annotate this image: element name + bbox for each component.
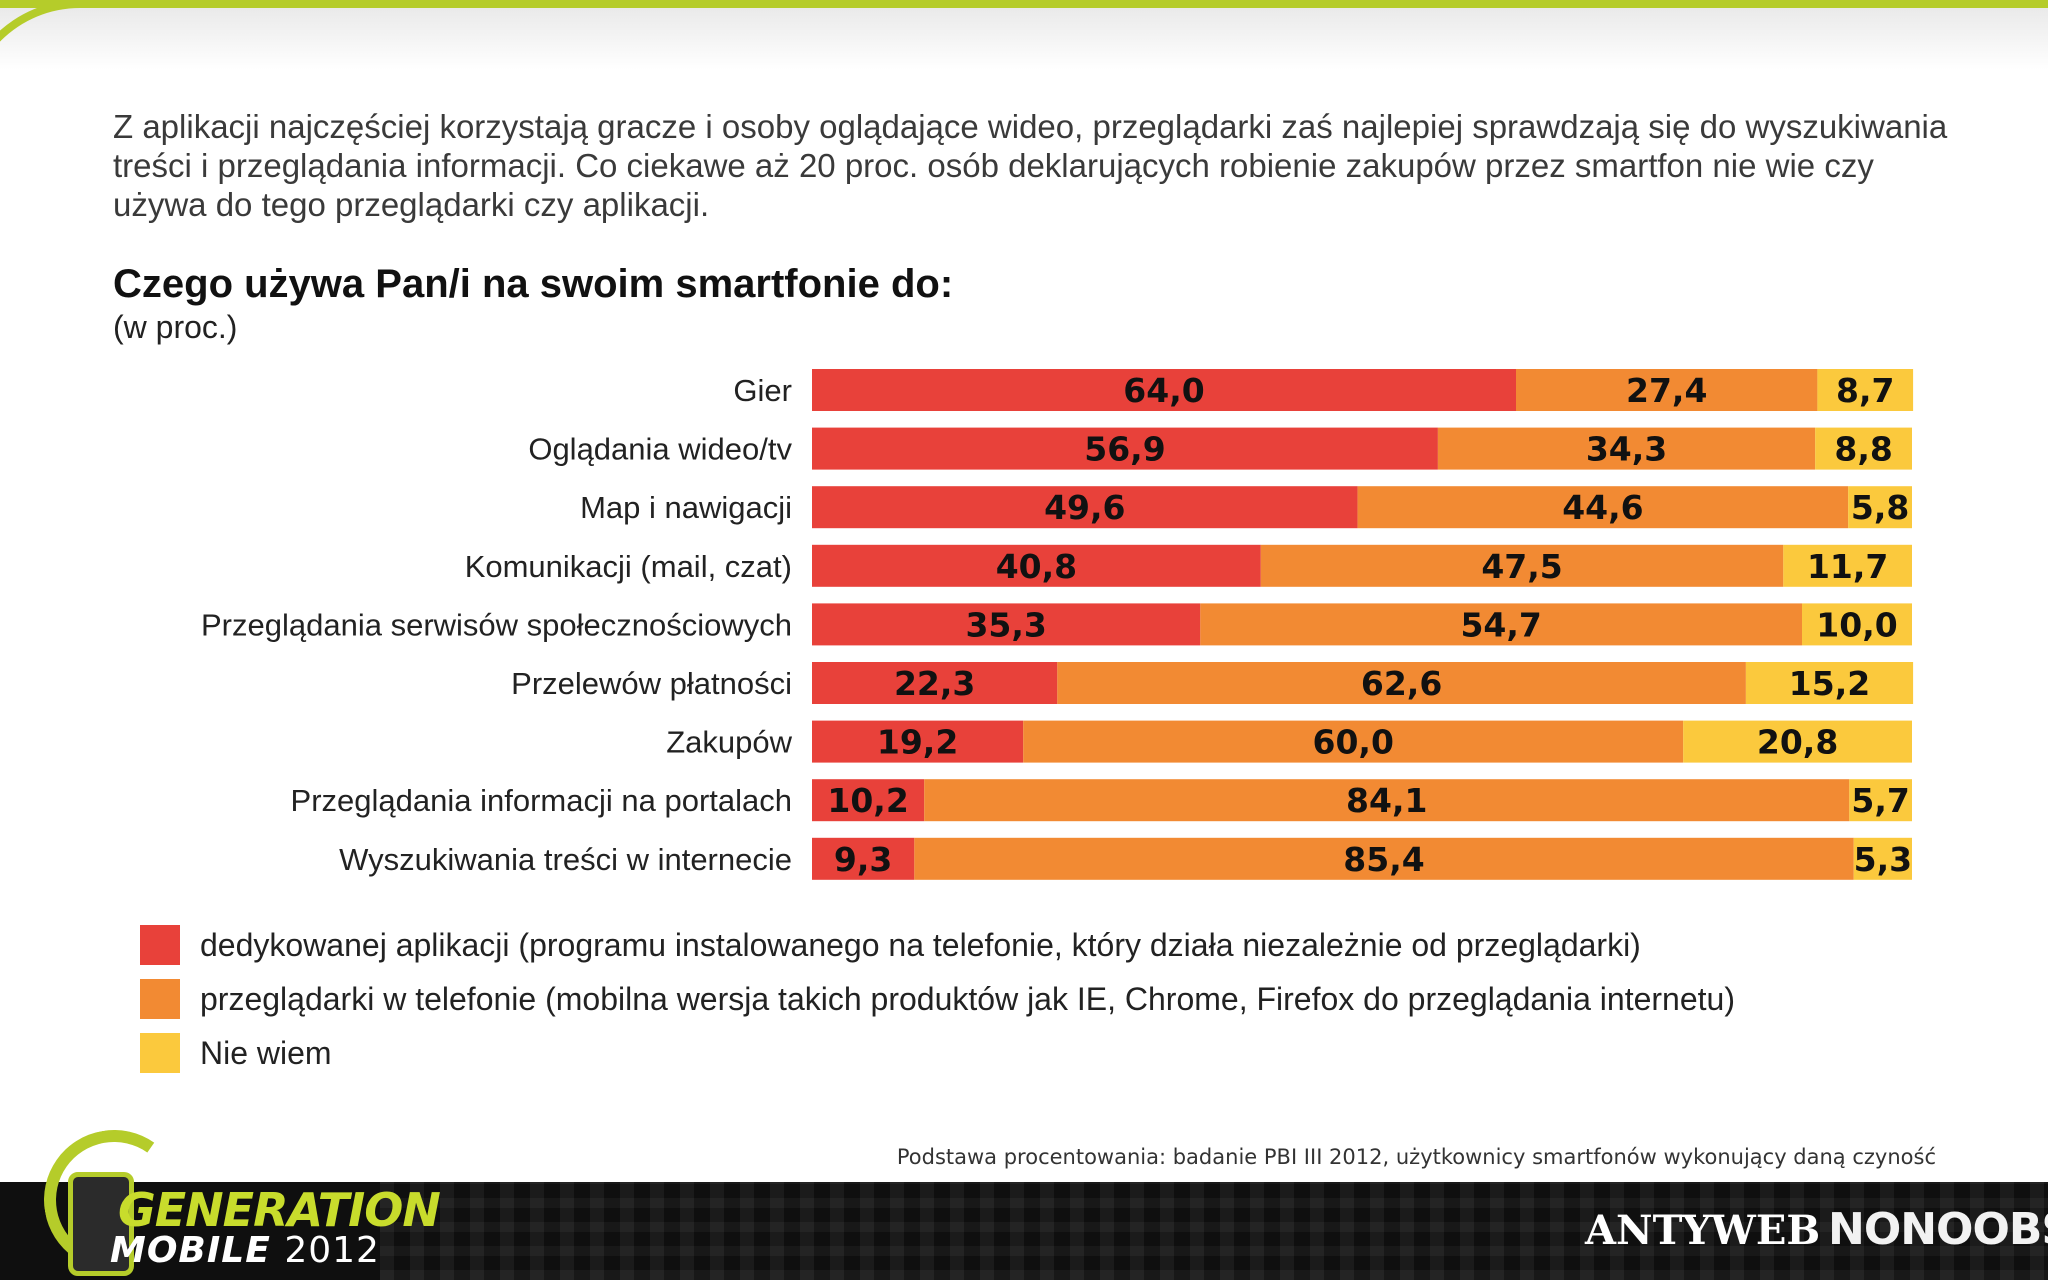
bar-segment [1057,662,1746,704]
value-label: 19,2 [877,723,958,762]
value-label: 40,8 [996,547,1077,586]
bar-segment [1683,720,1912,763]
value-label: 22,3 [894,664,975,703]
value-label: 5,8 [1851,488,1909,527]
footer-band [0,1182,2048,1280]
legend-item-dont-know: Nie wiem [140,1026,1735,1080]
category-label: Oglądania wideo/tv [528,432,792,467]
category-label: Wyszukiwania treści w internecie [339,842,792,877]
value-label: 8,8 [1834,430,1892,469]
value-label: 47,5 [1481,547,1562,586]
category-label: Zakupów [666,725,792,760]
legend-label-dont-know: Nie wiem [200,1034,332,1071]
value-label: 85,4 [1343,840,1424,879]
header-band [0,0,2048,70]
value-label: 84,1 [1346,781,1427,820]
bar-segment [1357,486,1849,529]
value-label: 11,7 [1807,547,1888,586]
antyweb-logo: ANTYWEB [1585,1207,1821,1254]
value-label: 56,9 [1084,430,1165,469]
legend-item-app: dedykowanej aplikacji (programu instalow… [140,918,1735,972]
bar-segment [1260,544,1784,587]
phone-icon [68,1172,134,1276]
logo-mobile-text: MOBILE 2012 [110,1230,380,1271]
value-label: 49,6 [1044,488,1125,527]
bar-segment [812,427,1438,470]
legend-swatch-dont-know [140,1033,180,1073]
value-label: 9,3 [834,840,892,879]
legend-item-browser: przeglądarki w telefonie (mobilna wersja… [140,972,1735,1026]
value-label: 20,8 [1757,723,1838,762]
category-label: Gier [733,373,792,408]
stacked-bar-chart: Gier 64,0 27,4 8,7 Oglądania wideo/tv 56,9 34,… [201,369,1914,880]
bar-segment [812,603,1201,646]
category-label: Przeglądania serwisów społecznościowych [201,607,792,642]
category-label: Przelewów płatności [511,666,792,701]
nonoobs-logo: NONOOBS [1828,1204,2048,1255]
legend-label-app: dedykowanej aplikacji (programu instalow… [200,926,1641,963]
logo-year: 2012 [284,1230,380,1271]
value-label: 10,2 [827,781,908,820]
bar-segment [812,720,1024,763]
value-label: 34,3 [1586,430,1667,469]
chart-subtitle: (w proc.) [113,309,238,345]
value-label: 5,7 [1851,781,1909,820]
value-label: 10,0 [1816,605,1897,644]
bar-segment [812,837,915,880]
bar-segment [812,662,1058,704]
logo-generation-text: GENERATION [118,1183,441,1237]
bar-segment [1817,369,1914,411]
value-label: 54,7 [1460,605,1541,644]
chart-legend: dedykowanej aplikacji (programu instalow… [140,918,1735,1080]
chart-title: Czego używa Pan/i na swoim smartfonie do… [113,262,954,306]
header-accent-line [0,0,2048,8]
value-label: 8,7 [1836,371,1894,410]
value-label: 44,6 [1562,488,1643,527]
legend-swatch-app [140,925,180,965]
bar-segment [1745,662,1914,704]
bar-segment [1023,720,1684,763]
value-label: 15,2 [1789,664,1870,703]
bar-segment [812,779,925,822]
bar-segment [1437,427,1816,470]
value-label: 35,3 [965,605,1046,644]
bar-segment [1783,544,1912,587]
bar-segment [1200,603,1802,646]
bar-segment [1815,427,1912,470]
bar-segment [812,544,1261,587]
bar-segment [1802,603,1912,646]
bar-segment [1848,486,1912,529]
value-label: 5,3 [1854,840,1912,879]
value-label: 27,4 [1626,371,1707,410]
intro-text: Z aplikacji najczęściej korzystają gracz… [113,108,1948,223]
bar-segment [1516,369,1818,411]
value-label: 60,0 [1312,723,1393,762]
category-label: Map i nawigacji [580,490,792,525]
category-label: Komunikacji (mail, czat) [465,549,792,584]
legend-label-browser: przeglądarki w telefonie (mobilna wersja… [200,980,1735,1017]
source-note: Podstawa procentowania: badanie PBI III … [896,1145,1936,1169]
bar-segment [924,779,1850,822]
value-label: 62,6 [1361,664,1442,703]
value-label: 64,0 [1123,371,1204,410]
bar-segment [812,486,1358,529]
bar-segment [1849,779,1912,822]
generation-mobile-logo: GENERATION MOBILE 2012 [30,1110,441,1281]
bar-segment [812,369,1516,411]
logo-mobile-word: MOBILE [110,1230,271,1271]
category-label: Przeglądania informacji na portalach [291,783,792,818]
bar-segment [914,837,1854,880]
legend-swatch-browser [140,979,180,1019]
footer-pattern [380,1182,2048,1280]
bar-segment [1853,837,1912,880]
